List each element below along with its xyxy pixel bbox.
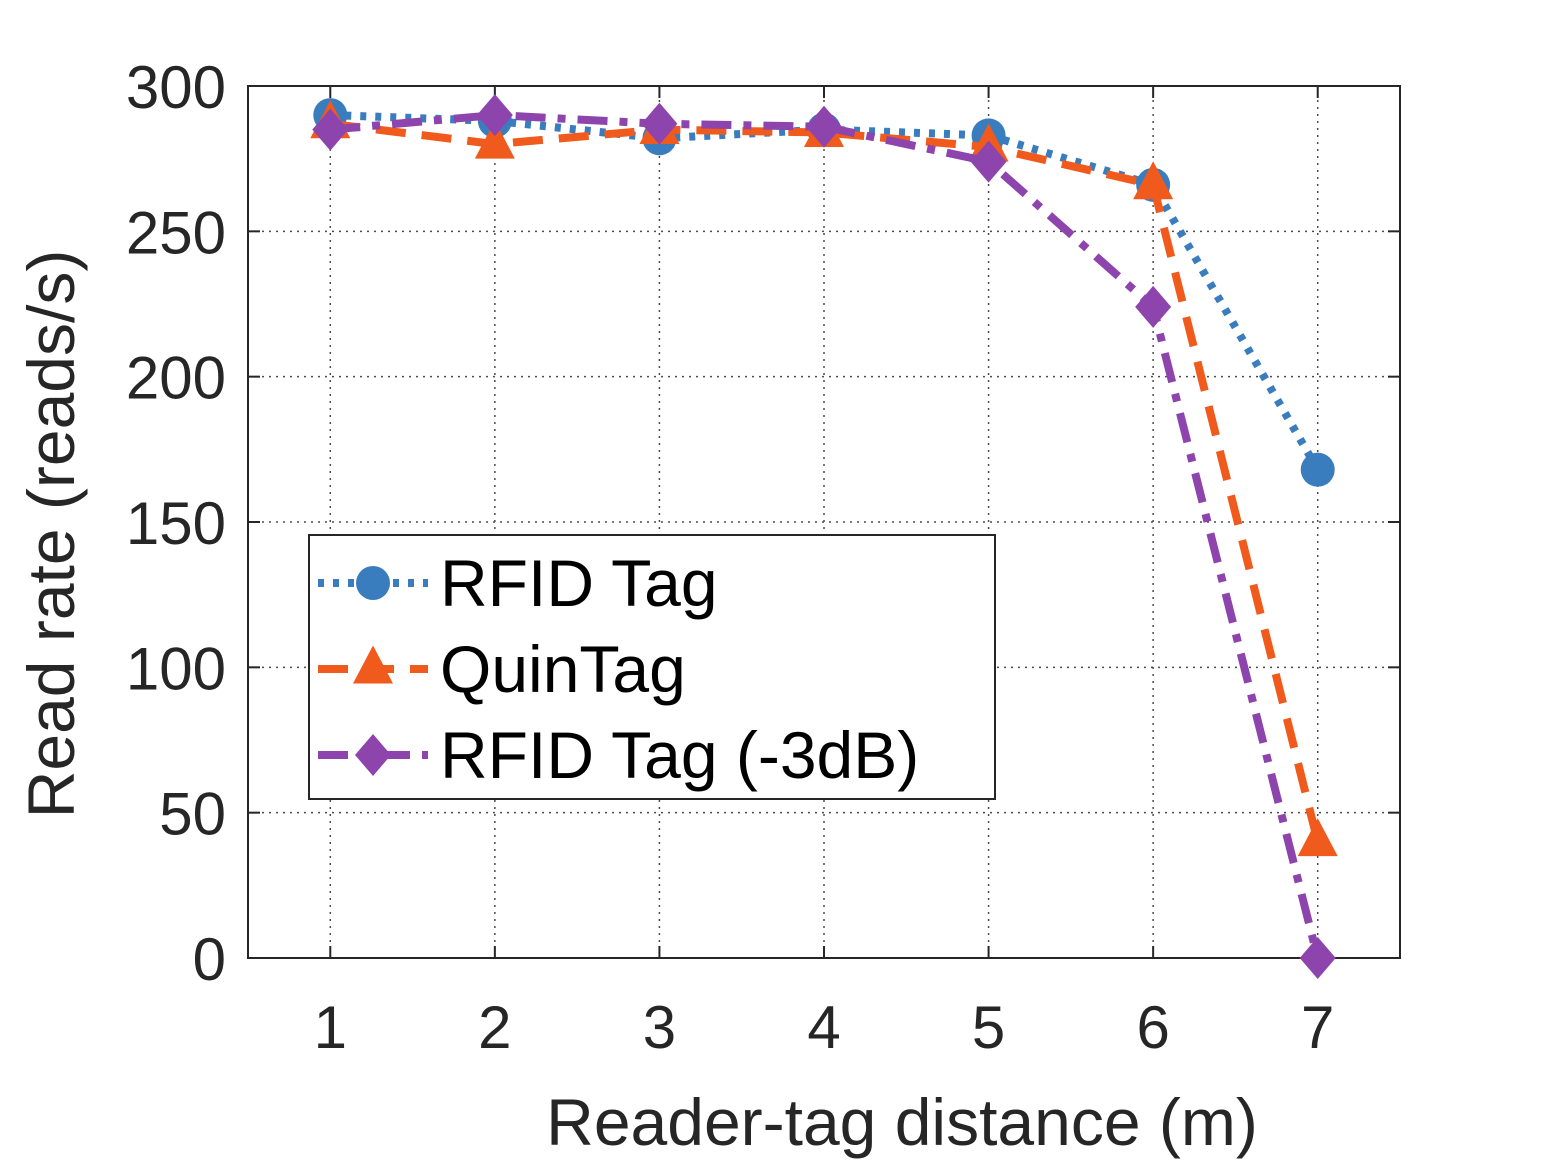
y-tick-label: 200 bbox=[126, 345, 226, 412]
data-point bbox=[641, 102, 678, 145]
x-tick-label: 1 bbox=[314, 994, 347, 1061]
legend-label: RFID Tag bbox=[440, 546, 718, 620]
data-point bbox=[1300, 452, 1335, 487]
x-tick-label: 6 bbox=[1136, 994, 1169, 1061]
x-tick-label: 7 bbox=[1301, 994, 1334, 1061]
data-point bbox=[1133, 161, 1174, 200]
y-tick-label: 300 bbox=[126, 54, 226, 121]
legend-entry: RFID Tag bbox=[318, 546, 718, 620]
x-axis-title: Reader-tag distance (m) bbox=[546, 1085, 1258, 1159]
data-point bbox=[1299, 937, 1336, 979]
legend-marker bbox=[353, 645, 393, 684]
y-tick-label: 100 bbox=[126, 635, 226, 702]
grid bbox=[248, 86, 1400, 958]
data-point bbox=[474, 120, 515, 159]
y-tick-label: 250 bbox=[126, 199, 226, 266]
data-point bbox=[312, 108, 349, 151]
data-point bbox=[476, 94, 513, 137]
legend-entry: QuinTag bbox=[318, 632, 686, 706]
legend-label: RFID Tag (-3dB) bbox=[440, 718, 919, 792]
series-group bbox=[310, 94, 1338, 979]
data-point bbox=[1297, 818, 1338, 857]
x-tick-label: 3 bbox=[643, 994, 676, 1061]
series-3 bbox=[312, 94, 1336, 979]
legend-entry: RFID Tag (-3dB) bbox=[318, 718, 919, 792]
legend-label: QuinTag bbox=[440, 632, 686, 706]
data-point bbox=[970, 140, 1007, 183]
legend: RFID Tag QuinTag RFID Tag (-3dB) bbox=[308, 534, 996, 800]
data-point bbox=[1135, 285, 1172, 328]
legend-marker bbox=[356, 566, 390, 600]
x-tick-label: 2 bbox=[478, 994, 511, 1061]
x-tick-label: 5 bbox=[972, 994, 1005, 1061]
y-tick-label: 0 bbox=[193, 926, 226, 993]
data-point bbox=[806, 105, 842, 148]
y-tick-label: 50 bbox=[159, 781, 226, 848]
y-axis-title: Read rate (reads/s) bbox=[14, 250, 88, 819]
y-tick-label: 150 bbox=[126, 490, 226, 557]
legend-marker bbox=[355, 734, 391, 776]
axis-ticks: 1 2 3 4 5 6 7 0 50 100 150 200 250 300 bbox=[126, 54, 1400, 1061]
x-tick-label: 4 bbox=[807, 994, 840, 1061]
